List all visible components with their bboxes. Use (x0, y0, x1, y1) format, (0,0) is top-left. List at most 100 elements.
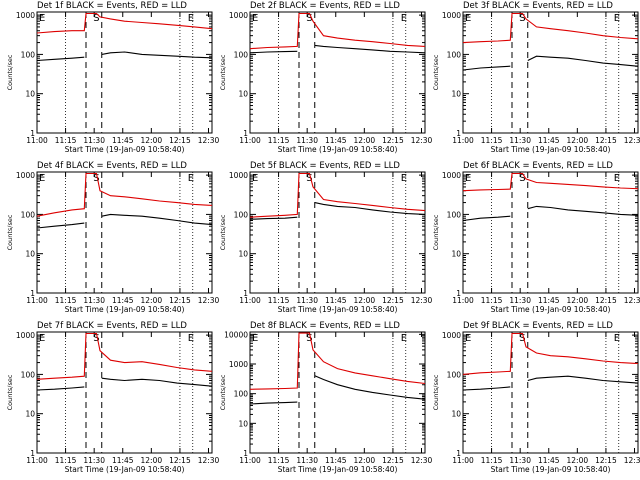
x-tick-label: 12:30 (411, 296, 433, 305)
x-tick-label: 11:30 (83, 296, 105, 305)
x-tick-label: 12:00 (567, 296, 589, 305)
series-line-lld (462, 332, 639, 375)
y-tick-label: 100 (234, 50, 249, 59)
y-tick-label: 10 (238, 419, 248, 428)
event-marker-label: S (306, 13, 312, 24)
chart-title: Det 3f BLACK = Events, RED = LLD (463, 1, 613, 11)
y-tick-label: 1000 (229, 360, 248, 369)
x-tick-label: 11:45 (112, 136, 134, 145)
chart-title: Det 4f BLACK = Events, RED = LLD (37, 161, 187, 171)
event-marker-label: E (39, 13, 45, 24)
x-tick-label: 11:45 (112, 296, 134, 305)
y-tick-label: 10 (25, 250, 35, 259)
plot-frame (462, 11, 639, 134)
y-tick-label: 1 (243, 129, 248, 138)
x-axis-label: Start Time (19-Jan-09 10:58:40) (491, 145, 611, 154)
x-tick-label: 11:30 (509, 136, 531, 145)
x-tick-label: 11:45 (538, 456, 560, 465)
event-marker-label: E (614, 333, 620, 344)
x-tick-label: 12:00 (354, 456, 376, 465)
chart-panel-9: Det 9f BLACK = Events, RED = LLD 1 10 100 10… (432, 321, 640, 474)
series-line-events (36, 51, 213, 62)
event-marker-label: E (465, 333, 471, 344)
event-marker-label: E (188, 13, 194, 24)
event-marker-label: E (252, 333, 258, 344)
chart-panel-2: Det 2f BLACK = Events, RED = LLD 1 10 100 10… (219, 1, 433, 154)
event-marker-label: E (401, 333, 407, 344)
x-tick-label: 12:15 (169, 296, 191, 305)
y-tick-label: 10 (451, 410, 461, 419)
x-tick-label: 12:30 (198, 296, 220, 305)
event-marker-label: S (93, 333, 99, 344)
y-tick-label: 100 (447, 210, 462, 219)
event-marker-label: E (465, 13, 471, 24)
y-tick-label: 1 (30, 449, 35, 458)
x-tick-label: 12:15 (595, 456, 617, 465)
y-tick-label: 10 (25, 90, 35, 99)
x-tick-label: 11:45 (538, 296, 560, 305)
y-tick-label: 10 (25, 410, 35, 419)
y-axis-label: Counts/sec (432, 54, 440, 90)
x-tick-label: 12:00 (354, 136, 376, 145)
x-tick-label: 12:00 (567, 456, 589, 465)
y-axis-label: Counts/sec (432, 214, 440, 250)
y-tick-label: 100 (447, 50, 462, 59)
chart-panel-6: Det 6f BLACK = Events, RED = LLD 1 10 100 10… (432, 161, 640, 314)
plot-frame (462, 171, 639, 294)
event-marker-label: E (188, 333, 194, 344)
x-tick-label: 12:15 (595, 296, 617, 305)
x-tick-label: 12:00 (141, 296, 163, 305)
chart-title: Det 1f BLACK = Events, RED = LLD (37, 1, 187, 11)
x-tick-label: 12:15 (169, 136, 191, 145)
event-marker-label: E (614, 13, 620, 24)
chart-panel-4: Det 4f BLACK = Events, RED = LLD 1 10 100 10… (6, 161, 220, 314)
x-tick-label: 12:30 (411, 456, 433, 465)
chart-title: Det 6f BLACK = Events, RED = LLD (463, 161, 613, 171)
x-tick-label: 11:30 (296, 136, 318, 145)
y-tick-label: 10 (451, 90, 461, 99)
chart-title: Det 7f BLACK = Events, RED = LLD (37, 321, 187, 331)
y-tick-label: 1 (30, 289, 35, 298)
y-axis-label: Counts/sec (6, 214, 14, 250)
series-line-lld (249, 12, 426, 50)
x-tick-label: 12:30 (198, 456, 220, 465)
x-tick-label: 12:30 (624, 456, 640, 465)
x-tick-label: 12:30 (411, 136, 433, 145)
y-tick-label: 10000 (224, 330, 248, 339)
y-axis-label: Counts/sec (6, 374, 14, 410)
y-tick-label: 100 (234, 210, 249, 219)
x-tick-label: 11:45 (325, 136, 347, 145)
x-tick-label: 11:45 (325, 456, 347, 465)
x-tick-label: 11:15 (481, 136, 503, 145)
x-axis-label: Start Time (19-Jan-09 10:58:40) (65, 305, 185, 314)
x-tick-label: 11:30 (296, 456, 318, 465)
x-tick-label: 11:15 (268, 136, 290, 145)
x-tick-label: 12:30 (198, 136, 220, 145)
y-tick-label: 1000 (16, 331, 35, 340)
plot-frame (36, 331, 213, 454)
x-tick-label: 12:15 (382, 136, 404, 145)
y-tick-label: 1000 (442, 331, 461, 340)
series-line-lld (36, 172, 213, 217)
chart-panel-5: Det 5f BLACK = Events, RED = LLD 1 10 100 10… (219, 161, 433, 314)
x-tick-label: 12:00 (141, 136, 163, 145)
x-tick-label: 12:30 (624, 136, 640, 145)
x-axis-label: Start Time (19-Jan-09 10:58:40) (65, 145, 185, 154)
series-line-lld (249, 332, 426, 390)
series-line-lld (36, 12, 213, 34)
x-tick-label: 11:15 (55, 136, 77, 145)
series-line-lld (36, 332, 213, 380)
event-marker-label: S (306, 333, 312, 344)
plot-frame (249, 171, 426, 294)
x-tick-label: 11:30 (509, 296, 531, 305)
y-tick-label: 1 (456, 129, 461, 138)
plot-frame (36, 11, 213, 134)
x-tick-label: 12:00 (567, 136, 589, 145)
event-marker-label: E (188, 173, 194, 184)
y-tick-label: 1000 (229, 171, 248, 180)
x-tick-label: 12:00 (141, 456, 163, 465)
x-tick-label: 11:00 (452, 296, 474, 305)
event-marker-label: S (93, 173, 99, 184)
x-tick-label: 11:45 (112, 456, 134, 465)
